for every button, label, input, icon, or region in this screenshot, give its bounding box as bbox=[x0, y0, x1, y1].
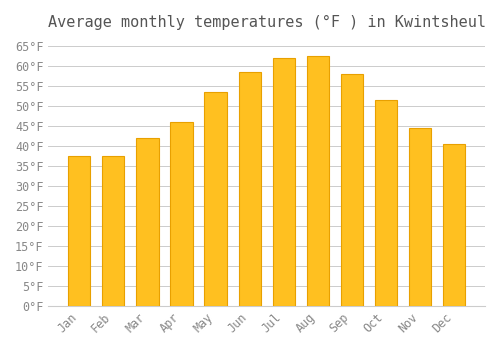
Bar bbox=[375, 100, 397, 306]
Bar bbox=[272, 58, 295, 306]
Bar bbox=[443, 144, 465, 306]
Bar bbox=[341, 74, 363, 306]
Bar bbox=[306, 56, 329, 306]
Bar bbox=[238, 72, 260, 306]
Bar bbox=[136, 138, 158, 306]
Bar bbox=[204, 92, 227, 306]
Bar bbox=[170, 122, 192, 306]
Bar bbox=[409, 128, 431, 306]
Title: Average monthly temperatures (°F ) in Kwintsheul: Average monthly temperatures (°F ) in Kw… bbox=[48, 15, 486, 30]
Bar bbox=[68, 156, 90, 306]
Bar bbox=[102, 156, 124, 306]
